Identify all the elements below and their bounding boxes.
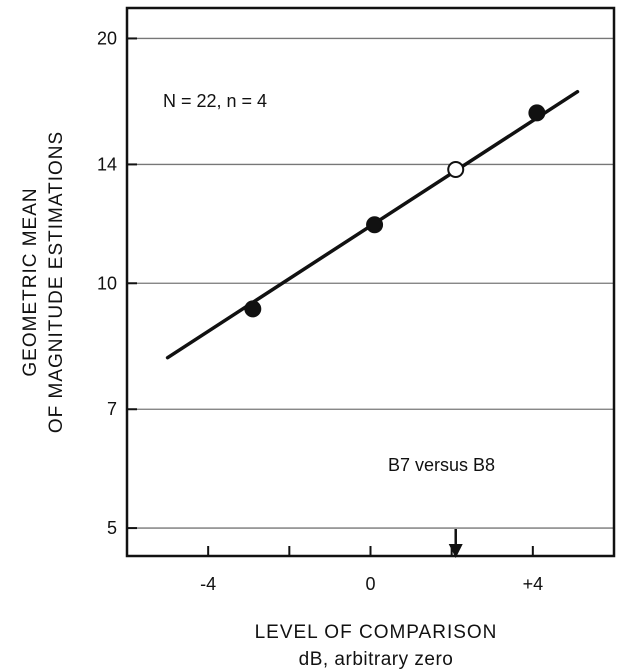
data-point-filled bbox=[528, 104, 546, 122]
y-tick-label: 5 bbox=[107, 518, 117, 538]
y-tick-label: 20 bbox=[97, 28, 117, 48]
y-tick-label: 14 bbox=[97, 154, 117, 174]
x-tick-label: -4 bbox=[200, 574, 216, 594]
x-tick-label: +4 bbox=[523, 574, 544, 594]
y-tick-label: 7 bbox=[107, 399, 117, 419]
arrow-marker bbox=[448, 529, 463, 558]
data-point-filled bbox=[366, 216, 384, 234]
x-axis-label: LEVEL OF COMPARISON bbox=[255, 622, 498, 643]
gridlines bbox=[127, 37, 614, 529]
data-points bbox=[244, 104, 546, 318]
y-tick-label: 10 bbox=[97, 273, 117, 293]
annotation-condition: B7 versus B8 bbox=[388, 455, 495, 475]
y-axis-label: GEOMETRIC MEAN bbox=[20, 187, 41, 376]
annotation-sample-size: N = 22, n = 4 bbox=[163, 91, 267, 111]
tick-labels: 5 7 10 14 20 -4 0 +4 bbox=[97, 28, 543, 594]
data-point-filled bbox=[244, 300, 262, 318]
x-tick-label: 0 bbox=[365, 574, 375, 594]
arrow-head bbox=[448, 544, 463, 558]
y-axis-label-line2: OF MAGNITUDE ESTIMATIONS bbox=[46, 131, 67, 433]
data-point-open bbox=[447, 160, 465, 178]
axis-ticks bbox=[126, 37, 534, 556]
x-axis-sublabel: dB, arbitrary zero bbox=[299, 649, 454, 670]
